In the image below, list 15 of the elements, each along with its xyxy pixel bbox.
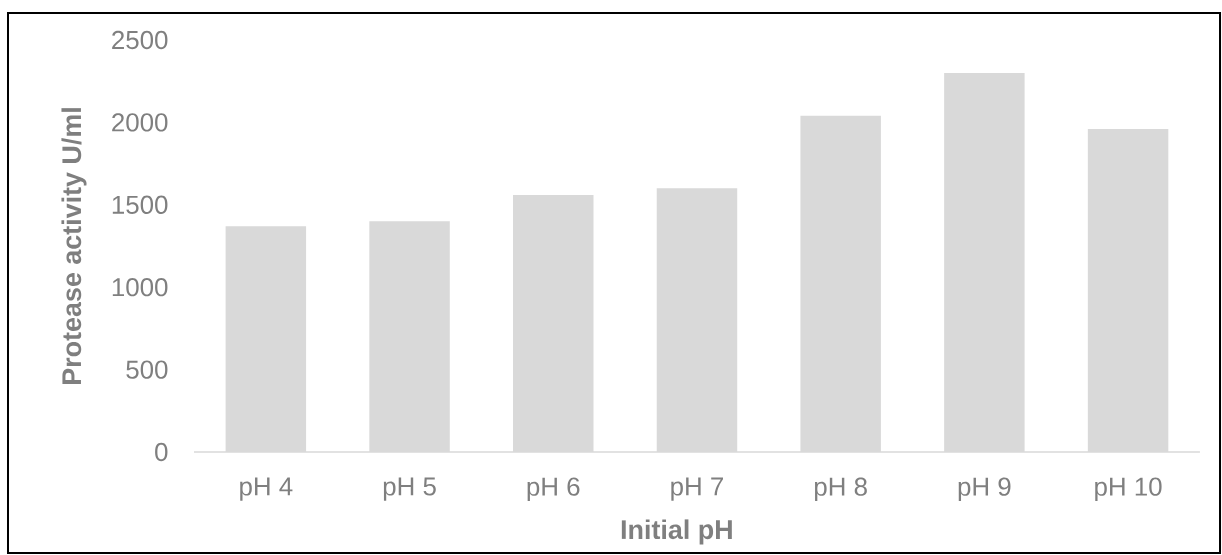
y-tick-label: 2500 [112,30,168,50]
y-tick-label: 500 [126,360,168,379]
x-tick-label: pH 4 [240,477,293,501]
x-axis-title: Initial pH [621,519,732,545]
x-tick-label: pH 5 [383,477,436,501]
y-tick-label: 2000 [112,113,168,132]
x-tick-label: pH 7 [671,477,723,501]
y-tick-label: 1500 [112,195,168,214]
y-axis-title: Protease activity U/ml [61,108,87,384]
x-tick-label: pH 6 [527,477,580,501]
y-tick-label: 0 [155,442,168,462]
x-tick-label: pH 9 [958,477,1011,501]
x-tick-label: pH 8 [814,477,867,501]
x-tick-label: pH 10 [1095,477,1162,501]
y-tick-label: 1000 [112,278,168,297]
